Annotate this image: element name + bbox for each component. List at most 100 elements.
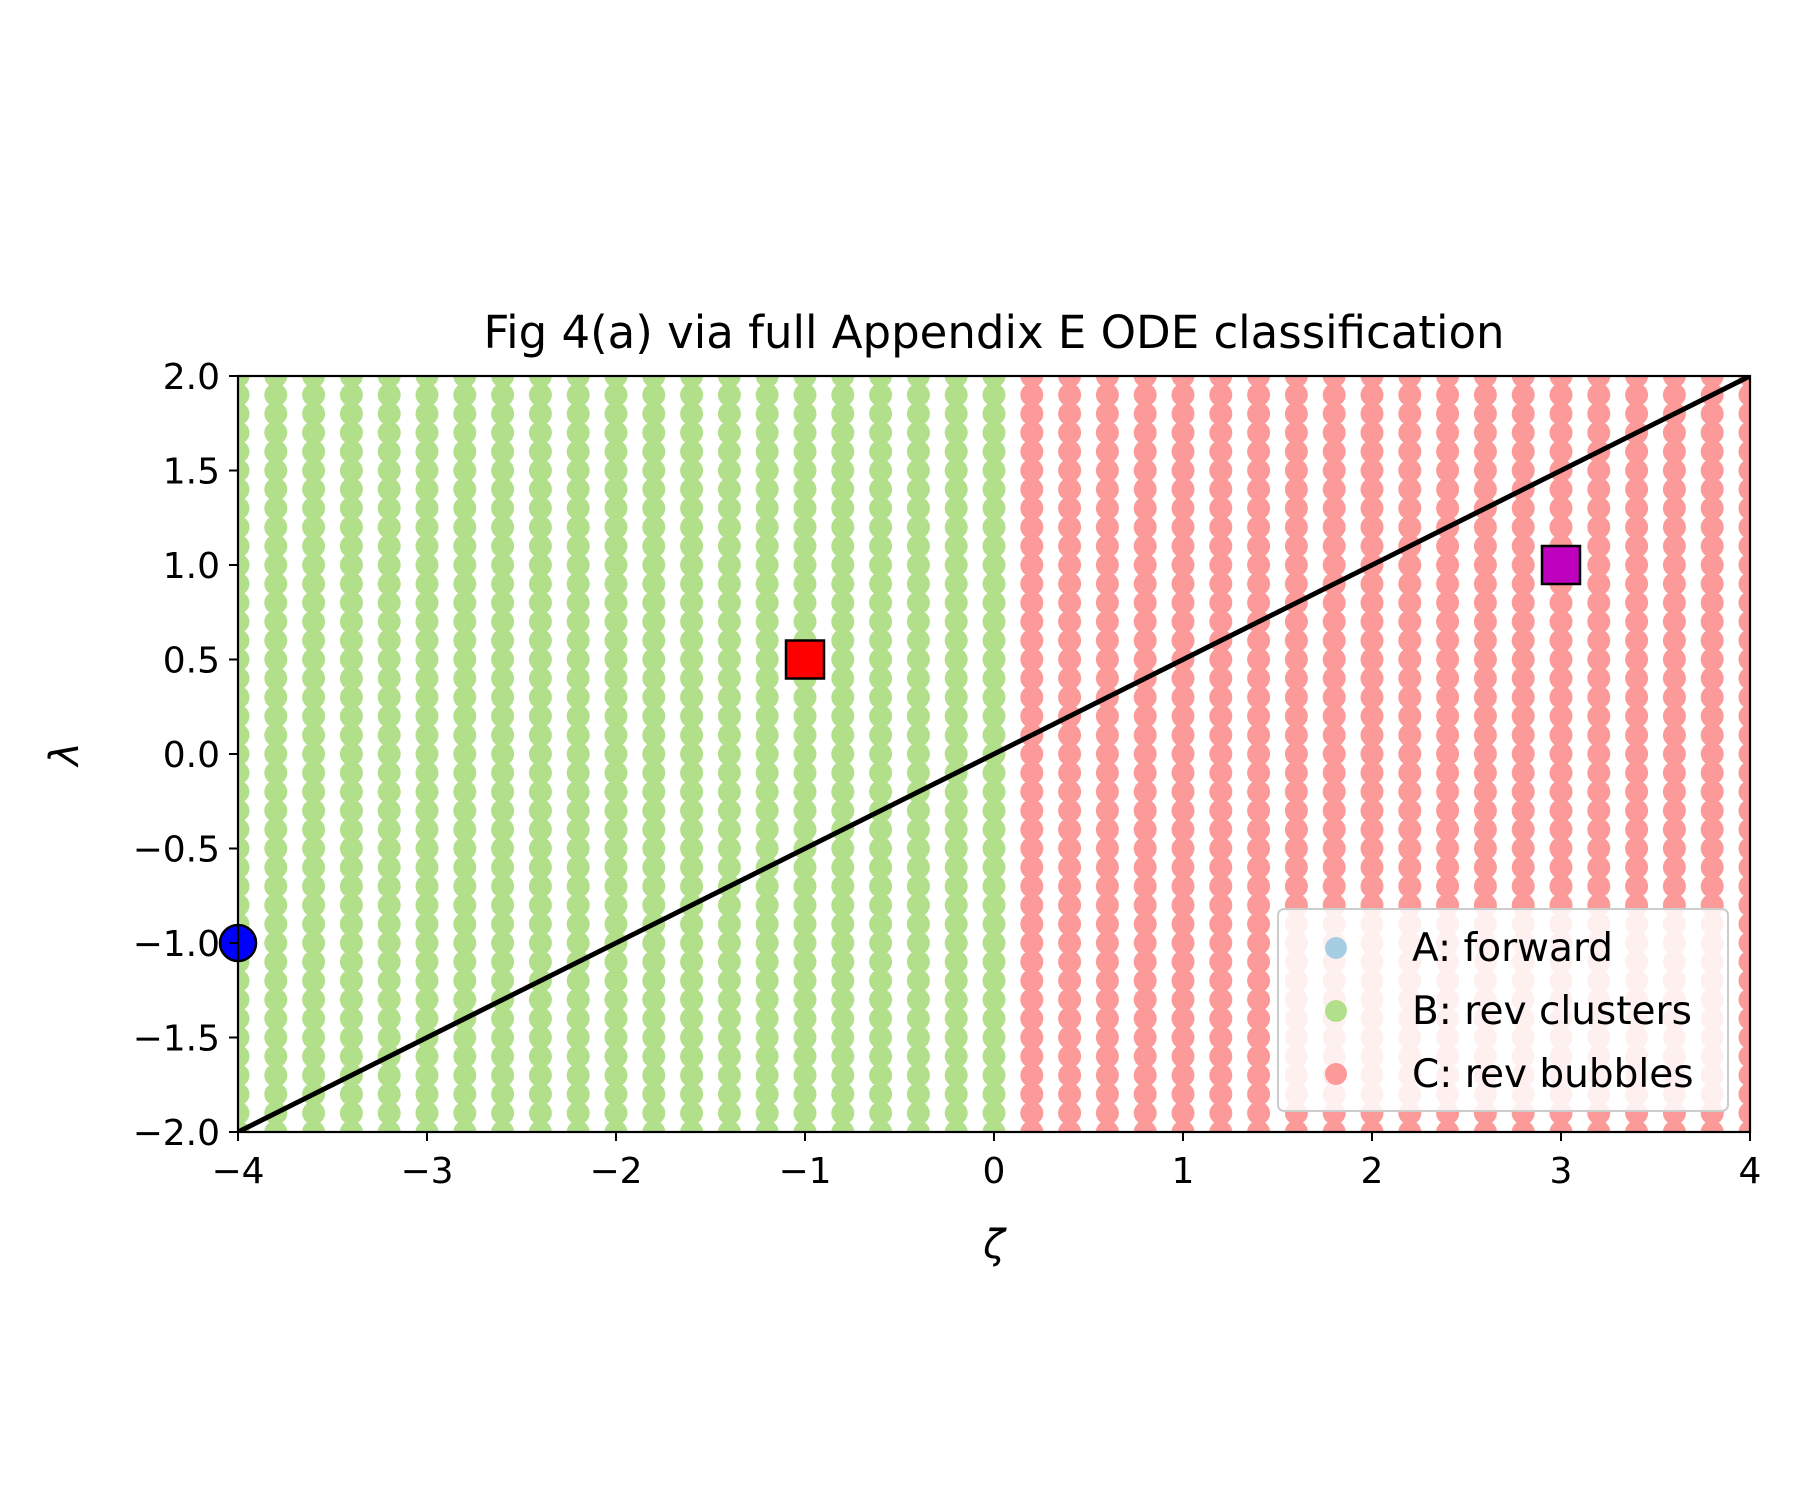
scatter-point: [1511, 421, 1535, 445]
scatter-point: [604, 818, 628, 842]
scatter-point: [1360, 704, 1384, 728]
scatter-point: [1020, 837, 1044, 860]
scatter-point: [1020, 459, 1044, 482]
scatter-point: [453, 723, 477, 747]
scatter-point: [1738, 1026, 1750, 1049]
scatter-point: [1625, 629, 1649, 653]
scatter-point: [302, 1026, 326, 1049]
scatter-point: [1133, 591, 1157, 615]
scatter-point: [1058, 950, 1082, 974]
scatter-point: [1322, 553, 1346, 577]
scatter-point: [1095, 1063, 1119, 1087]
y-axis-label: λ: [42, 742, 88, 768]
scatter-point: [793, 515, 817, 539]
scatter-point: [1398, 591, 1422, 615]
scatter-point: [566, 534, 590, 558]
scatter-point: [491, 591, 515, 615]
scatter-point: [377, 912, 401, 936]
scatter-point: [1662, 704, 1686, 728]
scatter-point: [1058, 629, 1082, 653]
scatter-point: [453, 534, 477, 558]
scatter-point: [1511, 648, 1535, 671]
scatter-point: [264, 988, 288, 1012]
scatter-point: [869, 591, 893, 615]
scatter-point: [642, 837, 666, 860]
scatter-point: [1738, 855, 1750, 879]
scatter-point: [302, 988, 326, 1012]
scatter-point: [453, 459, 477, 482]
scatter-point: [1020, 477, 1044, 501]
scatter-point: [831, 893, 855, 917]
scatter-point: [1020, 1007, 1044, 1031]
scatter-point: [566, 855, 590, 879]
scatter-point: [566, 402, 590, 426]
scatter-point: [793, 969, 817, 993]
scatter-point: [491, 893, 515, 917]
scatter-point: [1511, 742, 1535, 766]
scatter-point: [1662, 666, 1686, 690]
scatter-point: [1398, 874, 1422, 898]
scatter-point: [1436, 496, 1460, 520]
scatter-point: [1322, 818, 1346, 842]
scatter-point: [869, 874, 893, 898]
scatter-point: [415, 610, 439, 634]
scatter-point: [1738, 912, 1750, 936]
scatter-point: [680, 704, 704, 728]
scatter-point: [755, 629, 779, 653]
scatter-point: [1247, 969, 1271, 993]
scatter-point: [1133, 837, 1157, 860]
scatter-point: [1360, 421, 1384, 445]
scatter-point: [982, 931, 1006, 955]
scatter-point: [1095, 648, 1119, 671]
scatter-point: [1360, 629, 1384, 653]
scatter-point: [1095, 874, 1119, 898]
scatter-point: [1209, 1044, 1233, 1068]
scatter-point: [491, 1082, 515, 1106]
scatter-point: [415, 666, 439, 690]
scatter-point: [831, 534, 855, 558]
scatter-point: [1247, 685, 1271, 709]
scatter-point: [264, 459, 288, 482]
scatter-point: [1662, 648, 1686, 671]
scatter-point: [566, 591, 590, 615]
scatter-point: [642, 988, 666, 1012]
scatter-point: [793, 761, 817, 785]
x-axis-ticks: −4 −3 −2 −1 0 1 2 3 4: [211, 1132, 1761, 1192]
scatter-point: [1058, 477, 1082, 501]
scatter-point: [1436, 666, 1460, 690]
scatter-point: [453, 950, 477, 974]
scatter-point: [869, 383, 893, 407]
scatter-point: [1360, 874, 1384, 898]
scatter-point: [793, 591, 817, 615]
scatter-point: [869, 421, 893, 445]
scatter-point: [906, 666, 930, 690]
scatter-point: [566, 837, 590, 860]
scatter-point: [1662, 799, 1686, 823]
scatter-point: [1436, 780, 1460, 804]
scatter-point: [377, 1063, 401, 1087]
scatter-point: [1247, 1026, 1271, 1049]
scatter-point: [1095, 1101, 1119, 1125]
scatter-point: [1171, 496, 1195, 520]
scatter-point: [1662, 874, 1686, 898]
scatter-point: [1549, 685, 1573, 709]
scatter-point: [717, 629, 741, 653]
scatter-point: [264, 1007, 288, 1031]
scatter-point: [1171, 742, 1195, 766]
scatter-point: [377, 572, 401, 596]
scatter-point: [1058, 440, 1082, 464]
scatter-point: [1625, 799, 1649, 823]
scatter-point: [1398, 818, 1422, 842]
scatter-point: [1360, 383, 1384, 407]
scatter-point: [1360, 534, 1384, 558]
scatter-point: [1398, 610, 1422, 634]
scatter-point: [1473, 666, 1497, 690]
boundary-line-layer: [238, 376, 1750, 1132]
scatter-point: [1058, 553, 1082, 577]
scatter-point: [680, 988, 704, 1012]
scatter-point: [339, 421, 363, 445]
scatter-point: [906, 761, 930, 785]
scatter-point: [1322, 837, 1346, 860]
scatter-point: [1662, 572, 1686, 596]
scatter-point: [415, 1101, 439, 1125]
